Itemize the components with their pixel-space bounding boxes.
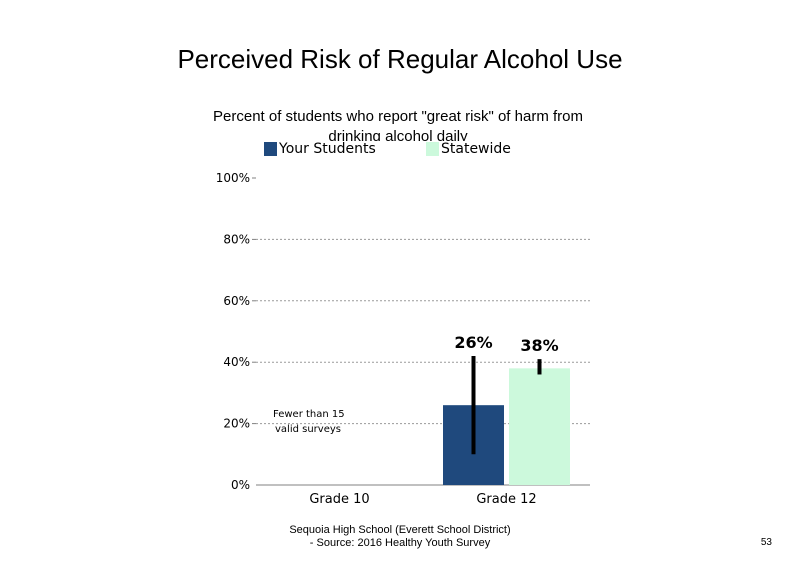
chart-title: Perceived Risk of Regular Alcohol Use bbox=[177, 44, 623, 74]
bar bbox=[509, 368, 570, 485]
y-tick-label: 40% bbox=[223, 355, 250, 369]
y-tick-label: 20% bbox=[223, 417, 250, 431]
legend-label-your-students: Your Students bbox=[279, 141, 376, 157]
legend-swatch-statewide bbox=[426, 142, 439, 156]
footer-survey: - Source: 2016 Healthy Youth Survey bbox=[309, 537, 491, 549]
x-tick-label: Grade 12 bbox=[476, 492, 536, 507]
legend-item-your-students: Your Students bbox=[264, 140, 376, 158]
suppression-note: Fewer than 15 valid surveys bbox=[273, 409, 345, 435]
y-tick-label: 60% bbox=[223, 294, 250, 308]
data-label: 38% bbox=[520, 336, 558, 355]
footer-source: Sequoia High School (Everett School Dist… bbox=[250, 524, 550, 550]
y-tick-label: 80% bbox=[223, 232, 250, 246]
footer-school: Sequoia High School (Everett School Dist… bbox=[289, 524, 511, 536]
legend: Your Students Statewide bbox=[0, 140, 800, 158]
legend-label-statewide: Statewide bbox=[441, 141, 511, 157]
page-number: 53 bbox=[760, 537, 772, 548]
legend-item-statewide: Statewide bbox=[426, 140, 511, 158]
legend-swatch-your-students bbox=[264, 142, 277, 156]
chart-subtitle: Percent of students who report "great ri… bbox=[213, 108, 583, 141]
x-tick-label: Grade 10 bbox=[309, 492, 369, 507]
data-label: 26% bbox=[454, 333, 492, 352]
y-tick-label: 100% bbox=[216, 171, 250, 185]
y-tick-label: 0% bbox=[231, 478, 250, 492]
